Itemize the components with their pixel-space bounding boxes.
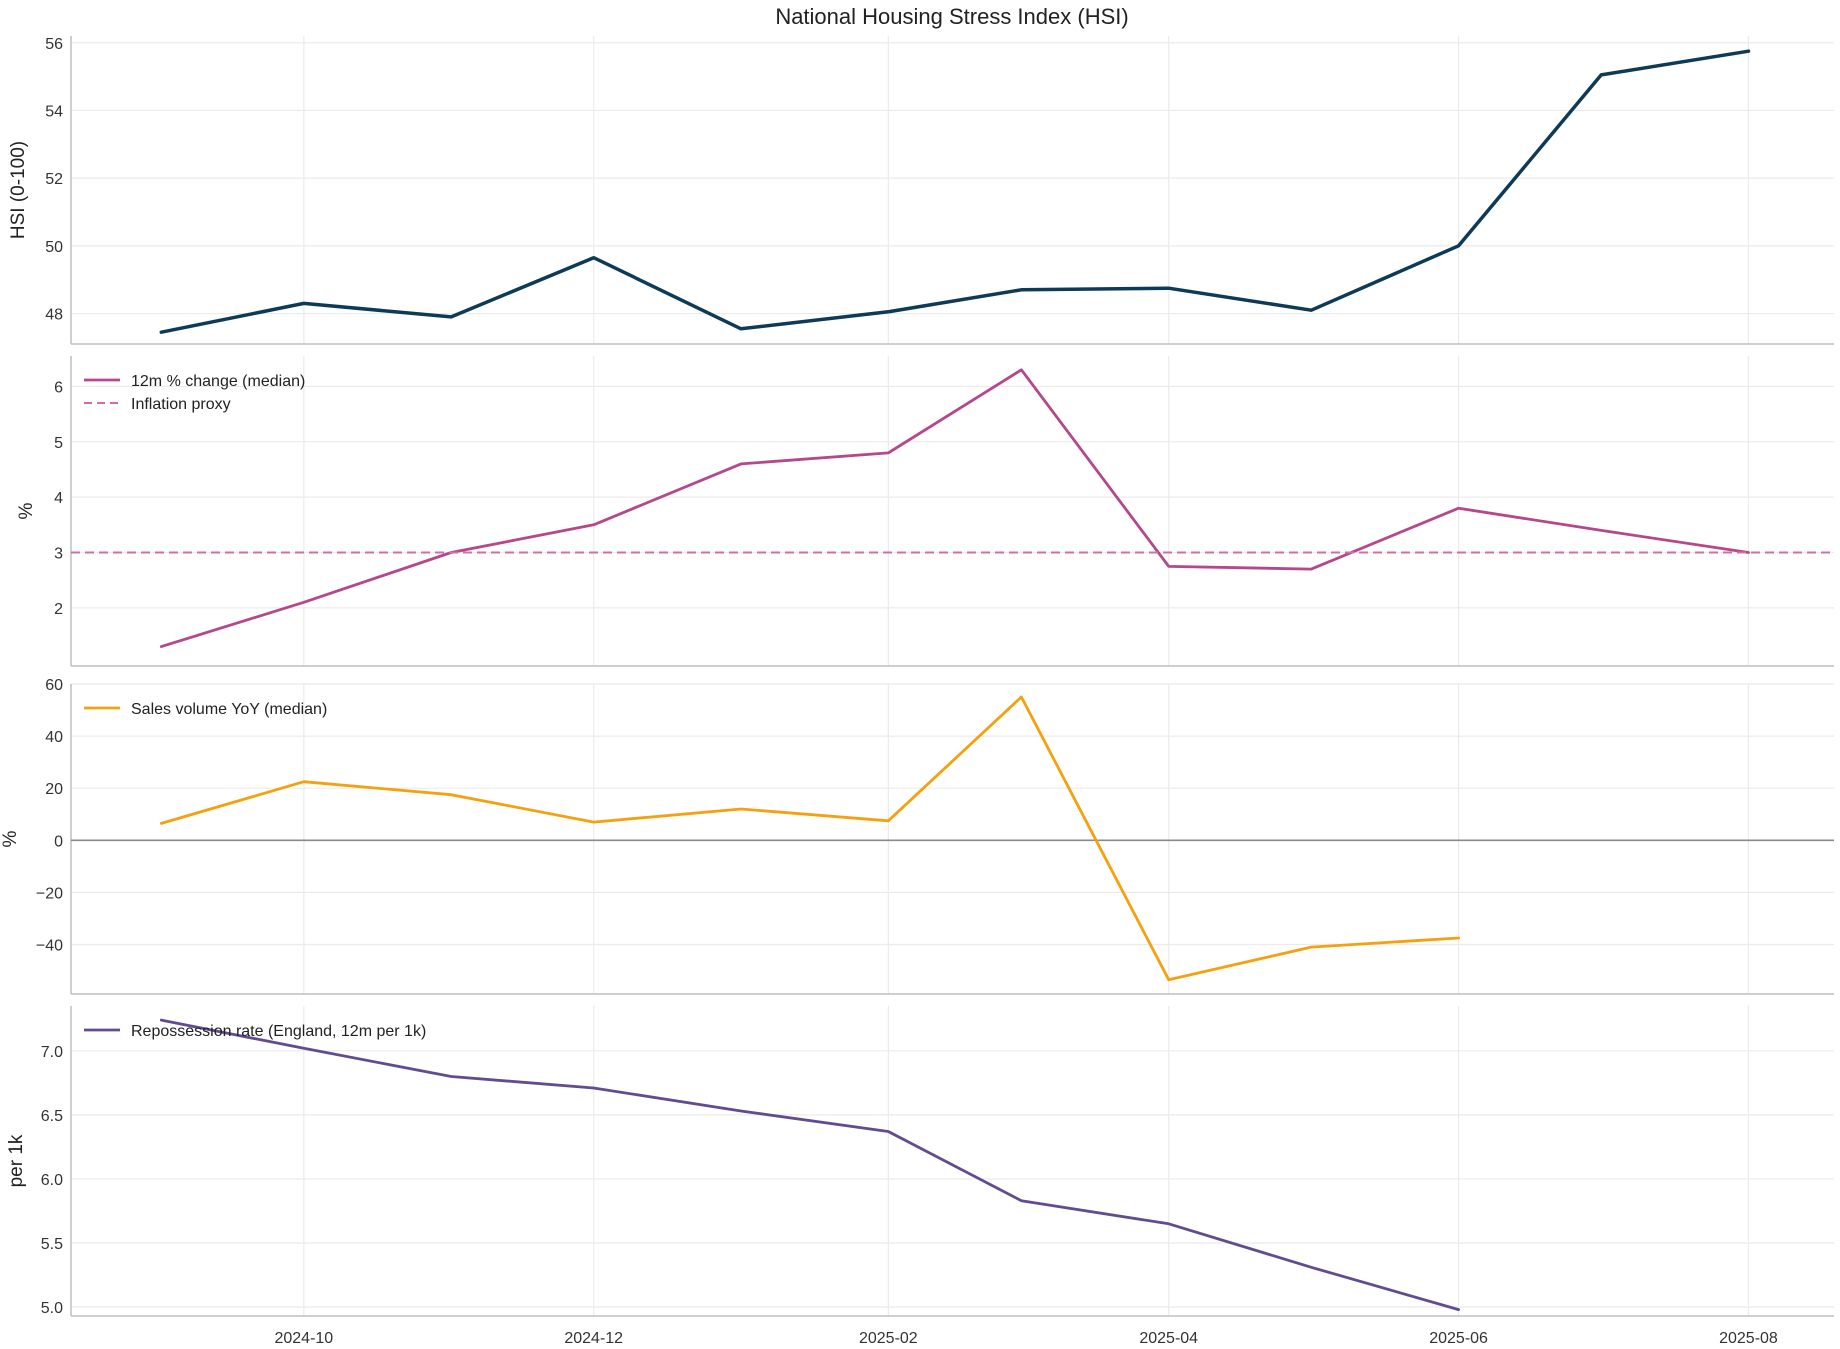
y-tick-label: 4: [54, 490, 63, 507]
y-tick-label: 20: [45, 781, 63, 798]
y-axis-label: %: [16, 502, 37, 519]
y-axis-label: HSI (0-100): [8, 141, 29, 239]
series-line-repossession-rate-england-12m-per-1k-: [159, 1018, 1460, 1311]
x-tick-label: 2025-08: [1719, 1330, 1778, 1344]
y-tick-label: −20: [36, 885, 63, 902]
y-axis-label: %: [0, 830, 21, 847]
panel-price-change: 2 3 4 5 6% 12m % change (median) Inflation pro…: [16, 356, 1834, 667]
legend-entry: Inflation proxy: [131, 396, 231, 413]
x-tick-label: 2024-12: [564, 1330, 623, 1344]
y-tick-label: 3: [54, 546, 63, 563]
chart-title: National Housing Stress Index (HSI): [775, 4, 1128, 29]
series-line-sales-volume-yoy-median-: [159, 695, 1460, 982]
panel-hsi: 48 50 52 54 56 HSI (0-100): [8, 36, 1834, 345]
y-axis-label: per 1k: [6, 1134, 27, 1187]
y-tick-label: 5.5: [41, 1236, 63, 1253]
y-tick-label: 7.0: [41, 1044, 63, 1061]
y-tick-label: 6: [54, 379, 63, 396]
series-line: [159, 49, 1751, 334]
y-tick-label: 40: [45, 729, 63, 746]
x-tick-label: 2025-04: [1139, 1330, 1198, 1344]
x-tick-label: 2025-02: [859, 1330, 918, 1344]
y-tick-label: −40: [36, 938, 63, 955]
y-tick-label: 2: [54, 601, 63, 618]
y-tick-label: 48: [45, 307, 63, 324]
legend-entry: Sales volume YoY (median): [131, 701, 327, 718]
y-tick-label: 5.0: [41, 1300, 63, 1317]
y-tick-label: 54: [45, 103, 63, 120]
x-tick-label: 2025-06: [1429, 1330, 1488, 1344]
y-tick-label: 5: [54, 435, 63, 452]
legend-entry: 12m % change (median): [131, 373, 305, 390]
panel-repossession: 5.0 5.5 6.0 6.5 7.0 per 1k Repossession rate (…: [6, 1006, 1834, 1347]
y-tick-label: 60: [45, 677, 63, 694]
y-tick-label: 50: [45, 239, 63, 256]
series-line-12m-change-median-: [159, 368, 1750, 648]
y-tick-label: 52: [45, 171, 63, 188]
y-tick-label: 56: [45, 36, 63, 53]
y-tick-label: 6.5: [41, 1108, 63, 1125]
x-tick-label: 2024-10: [274, 1330, 333, 1344]
y-tick-label: 0: [54, 833, 63, 850]
legend-entry: Repossession rate (England, 12m per 1k): [131, 1023, 426, 1040]
panel-sales-volume: −40 −20 0 20 40 60% Sales volume YoY (median): [0, 677, 1834, 995]
y-tick-label: 6.0: [41, 1172, 63, 1189]
